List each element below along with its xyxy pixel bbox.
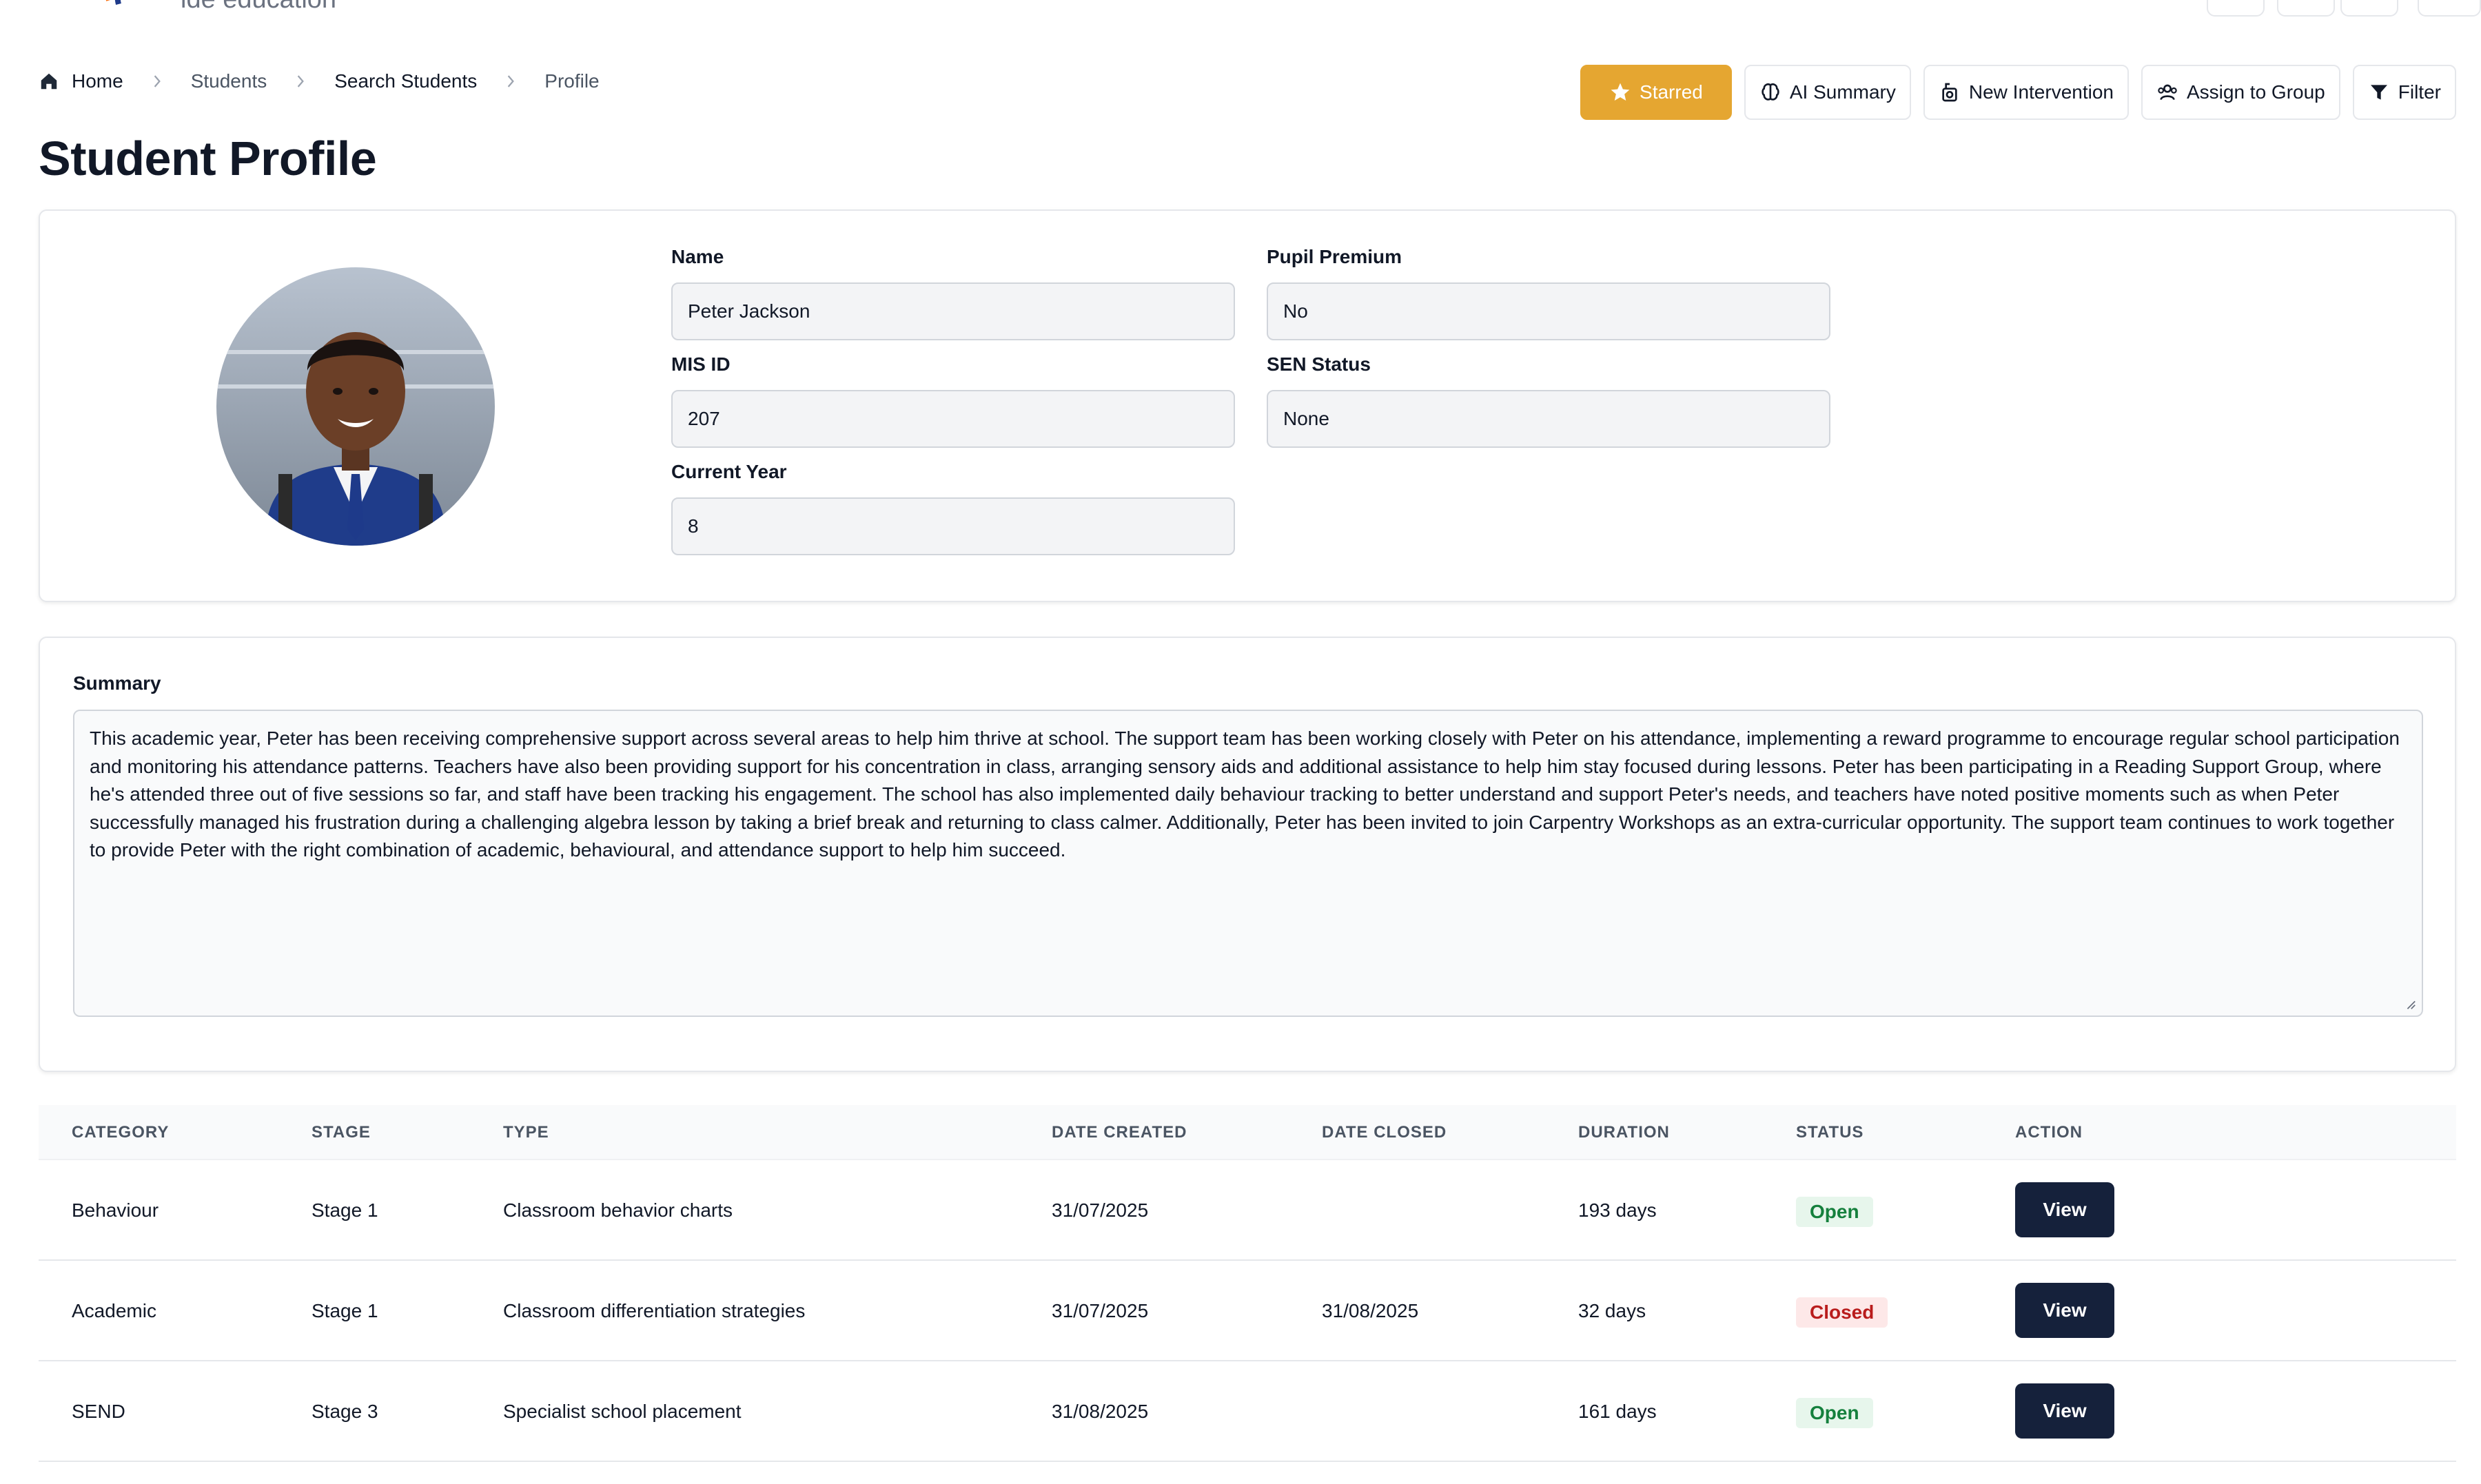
filter-button[interactable]: Filter	[2352, 65, 2456, 120]
cell-stage: Stage 1	[312, 1300, 378, 1321]
resize-grip-icon[interactable]	[2404, 998, 2416, 1010]
assign-to-group-button[interactable]: Assign to Group	[2141, 65, 2340, 120]
star-icon	[1611, 83, 1630, 101]
column-header-date-created[interactable]: DATE CREATED	[1052, 1123, 1187, 1142]
cell-date-created: 31/07/2025	[1052, 1300, 1149, 1321]
mis-id-field: MIS ID 207	[671, 353, 1235, 448]
intervention-icon	[1942, 83, 1957, 102]
view-button[interactable]: View	[2015, 1383, 2114, 1439]
column-header-date-closed[interactable]: DATE CLOSED	[1322, 1123, 1447, 1142]
cell-date-created: 31/08/2025	[1052, 1401, 1149, 1422]
chevron-right-icon	[154, 75, 161, 87]
header-icon-button-4[interactable]	[2418, 0, 2481, 17]
brain-icon	[1762, 83, 1779, 101]
cell-type: Classroom differentiation strategies	[503, 1300, 806, 1321]
sen-status-input[interactable]: None	[1267, 390, 1830, 448]
interventions-table: CATEGORY STAGE TYPE DATE CREATED DATE CL…	[39, 1105, 2456, 1484]
sen-status-label: SEN Status	[1267, 353, 1371, 375]
table-header: CATEGORY STAGE TYPE DATE CREATED DATE CL…	[39, 1105, 2456, 1160]
cell-type: Specialist school placement	[503, 1401, 742, 1422]
current-year-input[interactable]: 8	[671, 497, 1235, 555]
pupil-premium-label: Pupil Premium	[1267, 246, 1402, 267]
view-button[interactable]: View	[2015, 1182, 2114, 1237]
action-toolbar: Starred AI Summary New Intervention Assi…	[1580, 65, 2456, 120]
pupil-premium-field: Pupil Premium No	[1267, 245, 1830, 340]
view-button[interactable]: View	[2015, 1283, 2114, 1338]
name-label: Name	[671, 246, 724, 267]
cell-duration: 32 days	[1578, 1300, 1646, 1321]
summary-text: This academic year, Peter has been recei…	[90, 728, 2400, 860]
cell-duration: 161 days	[1578, 1401, 1657, 1422]
profile-card: Name Peter Jackson MIS ID 207 Current Ye…	[39, 209, 2456, 602]
ai-summary-label: AI Summary	[1789, 81, 1896, 103]
table-row: Behaviour Stage 1 Classroom behavior cha…	[39, 1160, 2456, 1261]
student-avatar	[216, 267, 495, 546]
status-badge: Open	[1796, 1398, 1873, 1428]
summary-card: Summary This academic year, Peter has be…	[39, 637, 2456, 1072]
status-badge: Closed	[1796, 1297, 1888, 1328]
cell-type: Classroom behavior charts	[503, 1199, 733, 1221]
cell-category: SEND	[72, 1401, 125, 1422]
column-header-duration[interactable]: DURATION	[1578, 1123, 1670, 1142]
brand-logo-text: ide education	[181, 0, 336, 14]
users-icon	[2158, 84, 2177, 101]
current-year-label: Current Year	[671, 461, 787, 482]
mis-id-label: MIS ID	[671, 353, 731, 375]
current-year-field: Current Year 8	[671, 460, 1235, 555]
page-title: Student Profile	[39, 132, 377, 185]
filter-label: Filter	[2398, 81, 2441, 103]
breadcrumb-profile: Profile	[544, 70, 600, 92]
column-header-stage[interactable]: STAGE	[312, 1123, 371, 1142]
new-intervention-label: New Intervention	[1968, 81, 2114, 103]
table-row: Academic Stage 1 Classroom differentiati…	[39, 1261, 2456, 1361]
cell-stage: Stage 1	[312, 1199, 378, 1221]
cell-date-created: 31/07/2025	[1052, 1199, 1149, 1221]
breadcrumb: Home Students Search Students Profile	[39, 66, 600, 96]
cell-date-closed: 31/08/2025	[1322, 1300, 1419, 1321]
cell-category: Behaviour	[72, 1199, 159, 1221]
summary-label: Summary	[73, 672, 161, 694]
column-header-category[interactable]: CATEGORY	[72, 1123, 170, 1142]
chevron-right-icon	[508, 75, 515, 87]
cell-stage: Stage 3	[312, 1401, 378, 1422]
column-header-status[interactable]: STATUS	[1796, 1123, 1864, 1142]
ai-summary-button[interactable]: AI Summary	[1744, 65, 1911, 120]
breadcrumb-search-students[interactable]: Search Students	[334, 70, 478, 92]
breadcrumb-home-label: Home	[72, 70, 123, 92]
brand-logo-icon	[105, 0, 121, 6]
name-field: Name Peter Jackson	[671, 245, 1235, 340]
chevron-right-icon	[298, 75, 305, 87]
table-row-partial	[39, 1462, 2456, 1484]
cell-category: Academic	[72, 1300, 156, 1321]
header-icon-button-3[interactable]	[2207, 0, 2265, 17]
breadcrumb-students[interactable]: Students	[190, 70, 267, 92]
starred-button[interactable]: Starred	[1580, 65, 1732, 120]
sen-status-field: SEN Status None	[1267, 353, 1830, 448]
table-row: SEND Stage 3 Specialist school placement…	[39, 1361, 2456, 1462]
home-icon	[41, 73, 57, 90]
mis-id-input[interactable]: 207	[671, 390, 1235, 448]
summary-textarea[interactable]: This academic year, Peter has been recei…	[73, 710, 2423, 1017]
filter-icon	[2370, 85, 2387, 100]
status-badge: Open	[1796, 1197, 1873, 1227]
starred-label: Starred	[1640, 81, 1703, 103]
column-header-action: ACTION	[2015, 1123, 2083, 1142]
header-icon-button-1[interactable]	[2340, 0, 2398, 17]
assign-to-group-label: Assign to Group	[2186, 81, 2325, 103]
column-header-type[interactable]: TYPE	[503, 1123, 549, 1142]
breadcrumb-home[interactable]: Home	[39, 70, 123, 92]
header-icon-button-2[interactable]	[2277, 0, 2335, 17]
new-intervention-button[interactable]: New Intervention	[1923, 65, 2129, 120]
name-input[interactable]: Peter Jackson	[671, 282, 1235, 340]
pupil-premium-input[interactable]: No	[1267, 282, 1830, 340]
cell-duration: 193 days	[1578, 1199, 1657, 1221]
